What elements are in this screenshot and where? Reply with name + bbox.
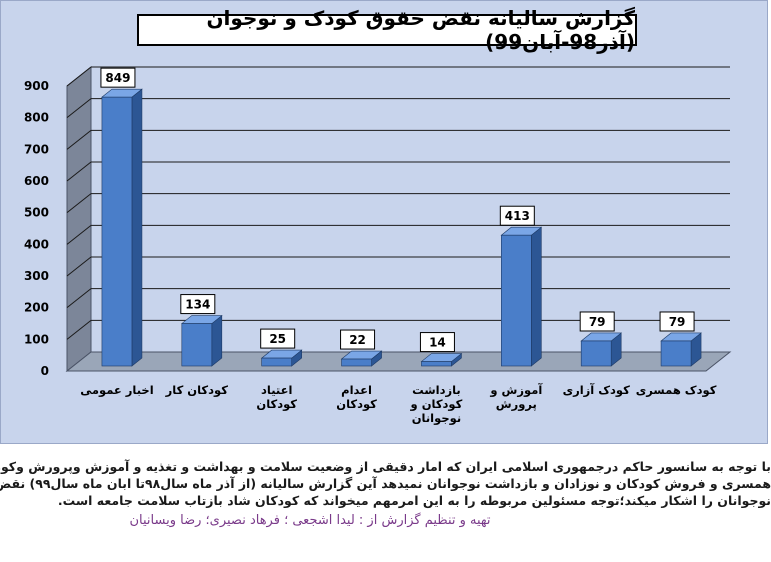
chart-panel: 0 100 200 300 400 500 600 700 800 900 849 اخبار عمو… (0, 0, 768, 444)
y-tick-label: 300 (24, 269, 49, 283)
data-label-box (180, 294, 216, 315)
bar-side (531, 226, 542, 367)
data-label-box (499, 205, 535, 226)
gridline-side (66, 193, 92, 214)
bar (181, 323, 213, 367)
y-tick-label: 700 (24, 142, 49, 156)
data-label: 79 (669, 315, 686, 329)
data-label: 79 (589, 315, 606, 329)
data-label: 413 (505, 209, 530, 223)
data-label-box (260, 328, 296, 349)
bar (261, 357, 292, 367)
x-tick-label: اخبار عمومی (80, 383, 153, 398)
caption-line: با توجه به سانسور حاکم درجمهوری اسلامی ا… (0, 459, 771, 474)
data-label-box (100, 67, 136, 88)
x-tick-label: آموزش و (489, 383, 543, 398)
bar (580, 340, 612, 367)
x-tick-label: اعدام (341, 383, 372, 397)
bar (101, 96, 133, 367)
y-tick-label: 200 (24, 301, 49, 315)
caption-line: نوجوانان را اشکار میکند؛توجه مسئولین مرب… (57, 493, 771, 508)
caption: با توجه به سانسور حاکم درجمهوری اسلامی ا… (0, 458, 771, 509)
side-wall (66, 65, 92, 373)
floor (65, 351, 732, 372)
gridline-side (66, 256, 92, 277)
x-tick-label: نوجوانان (412, 411, 461, 426)
x-tick-label: کودک آزاری (563, 383, 631, 398)
bar (421, 361, 452, 367)
gridline-side (66, 66, 92, 87)
gridline-side (66, 161, 92, 182)
data-label: 22 (349, 333, 366, 347)
bar-side (211, 314, 223, 367)
data-label: 14 (429, 336, 446, 350)
bar (660, 340, 692, 367)
y-tick-label: 600 (24, 174, 49, 188)
x-tick-label: کودکان کار (165, 383, 229, 398)
data-label-box (659, 311, 695, 332)
gridline-side (66, 129, 92, 150)
bar-side (131, 88, 143, 367)
x-tick-label: کودکان (336, 397, 377, 412)
y-tick-label: 400 (24, 237, 49, 251)
data-label: 849 (105, 71, 130, 85)
data-label-box (340, 329, 376, 350)
chart-title: گزارش سالیانه نقض حقوق کودک و نوجوان (آذ… (137, 6, 637, 54)
data-label: 134 (185, 298, 210, 312)
back-wall (91, 67, 730, 352)
y-tick-label: 0 (41, 364, 49, 378)
x-tick-label: بازداشت (412, 383, 461, 397)
gridline-side (66, 224, 92, 245)
caption-line: همسری و فروش کودکان و نوزادان و بازداشت … (0, 476, 771, 491)
x-tick-label: کودکان (256, 397, 297, 412)
data-label-box (579, 311, 615, 332)
data-label-box (419, 332, 455, 353)
data-label: 25 (269, 332, 286, 346)
bar (341, 358, 372, 367)
y-tick-label: 800 (24, 111, 49, 125)
x-tick-label: اعتیاد (261, 383, 292, 397)
x-tick-label: پرورش (496, 397, 537, 412)
x-tick-label: کودکان و (410, 397, 463, 412)
bar (501, 234, 532, 367)
gridline-side (66, 288, 92, 309)
gridline-side (66, 319, 92, 340)
y-tick-label: 100 (24, 332, 49, 346)
credits: تهیه و تنظیم گزارش از : لیدا اشجعی ؛ فره… (129, 513, 491, 528)
y-tick-label: 500 (24, 206, 49, 220)
x-tick-label: کودک همسری (636, 383, 717, 398)
gridline-side (66, 98, 92, 119)
y-tick-label: 900 (24, 79, 49, 93)
bar-chart: 0 100 200 300 400 500 600 700 800 900 849 اخبار عمو… (24, 65, 732, 426)
